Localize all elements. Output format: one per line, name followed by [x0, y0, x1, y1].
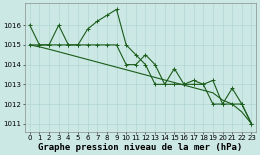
X-axis label: Graphe pression niveau de la mer (hPa): Graphe pression niveau de la mer (hPa) — [38, 143, 243, 152]
